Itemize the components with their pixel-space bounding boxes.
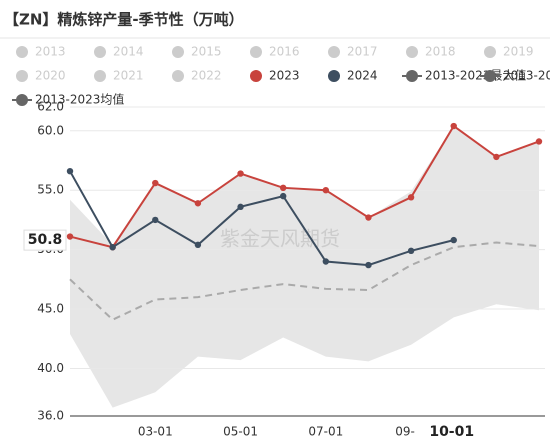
series-line [69, 124, 540, 249]
point [66, 167, 74, 175]
legend-label[interactable]: 2013-2023最小值 [503, 68, 550, 83]
legend-label[interactable]: 2013-2023最大值 [425, 68, 526, 83]
point [152, 216, 159, 224]
point [322, 258, 330, 265]
legend-marker[interactable] [172, 70, 184, 82]
x-tick-label: 03-01 [138, 425, 173, 439]
y-tick-label: 60.0 [37, 123, 64, 137]
legend-marker[interactable] [94, 46, 106, 58]
point [450, 236, 457, 244]
point [66, 233, 74, 240]
point [194, 200, 202, 207]
series-line [69, 241, 540, 321]
point [322, 186, 330, 194]
point [365, 261, 372, 269]
legend-marker[interactable] [16, 94, 28, 106]
point [493, 153, 500, 161]
y-tick-label: 62.0 [37, 100, 64, 114]
legend-label[interactable]: 2019 [503, 45, 534, 59]
point [407, 247, 415, 255]
x-tick-label: 07-01 [308, 425, 343, 439]
legend-label[interactable]: 2022 [191, 69, 222, 83]
legend-marker[interactable] [328, 70, 340, 82]
legend-label[interactable]: 2013-2023均值 [35, 92, 124, 107]
point [109, 244, 116, 251]
watermark: 紫金天风期货 [220, 227, 340, 251]
legend-label[interactable]: 2018 [425, 45, 456, 59]
point [279, 192, 287, 200]
point [194, 241, 202, 249]
legend-label[interactable]: 2024 [347, 69, 378, 83]
legend-marker[interactable] [172, 46, 184, 58]
legend-label[interactable]: 2020 [35, 69, 66, 83]
legend-label[interactable]: 2016 [269, 45, 300, 59]
legend-marker[interactable] [484, 46, 496, 58]
y-tick-label: 40.0 [37, 361, 64, 375]
point [152, 179, 159, 187]
x-tick-label: 09- [395, 425, 415, 439]
point [450, 122, 457, 130]
legend-marker[interactable] [406, 46, 418, 58]
point [535, 138, 543, 145]
point [279, 184, 287, 192]
point [237, 203, 244, 211]
band-area [70, 126, 539, 408]
x-tick-label: 05-01 [223, 425, 258, 439]
series-line [69, 170, 454, 267]
legend-label[interactable]: 2015 [191, 45, 222, 59]
legend-marker[interactable] [484, 70, 496, 82]
point [365, 214, 372, 221]
legend-label[interactable]: 2014 [113, 45, 144, 59]
y-tick-label: 55.0 [37, 183, 64, 197]
point [237, 170, 244, 177]
legend-marker[interactable] [328, 46, 340, 58]
legend-label[interactable]: 2013 [35, 45, 66, 59]
legend-marker[interactable] [16, 70, 28, 82]
chart-title: 【ZN】精炼锌产量-季节性（万吨） [4, 11, 244, 29]
legend-label[interactable]: 2017 [347, 45, 378, 59]
legend-marker[interactable] [16, 46, 28, 58]
cursor-label: 50.8 [28, 232, 63, 248]
legend-label[interactable]: 2021 [113, 69, 144, 83]
y-tick-label: 45.0 [37, 302, 64, 316]
legend-label[interactable]: 2023 [269, 69, 300, 83]
legend-marker[interactable] [250, 46, 262, 58]
legend-marker[interactable] [250, 70, 262, 82]
point [407, 194, 415, 201]
y-tick-label: 36.0 [37, 409, 64, 423]
cursor-label-box [23, 229, 67, 251]
legend-marker[interactable] [94, 70, 106, 82]
legend-marker[interactable] [406, 70, 418, 82]
x-tick-label: 10-01 [429, 424, 474, 440]
